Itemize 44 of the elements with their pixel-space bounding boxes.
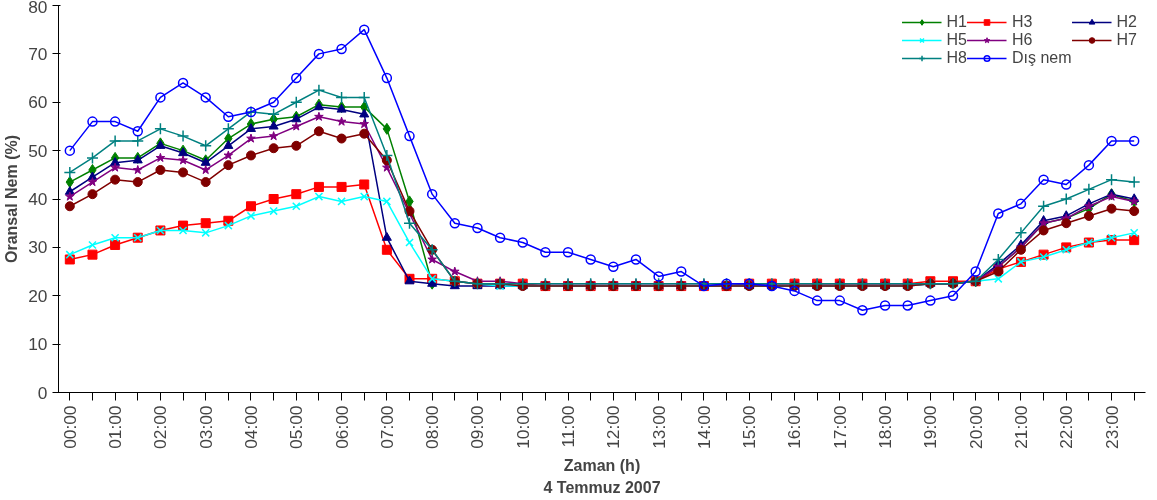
- x-tick-label: 21:00: [1010, 405, 1031, 449]
- y-tick-label: 50: [28, 140, 48, 161]
- x-tick-label: 12:00: [603, 405, 624, 449]
- x-tick-label: 16:00: [784, 405, 805, 449]
- x-tick-label: 14:00: [693, 405, 714, 449]
- x-axis-title: Zaman (h): [563, 456, 641, 474]
- x-tick-label: 20:00: [965, 405, 986, 449]
- x-tick-label: 02:00: [150, 405, 171, 449]
- x-tick-label: 00:00: [59, 405, 80, 449]
- x-tick-label: 01:00: [105, 405, 126, 449]
- x-tick-label: 04:00: [240, 405, 261, 449]
- x-tick-label: 06:00: [331, 405, 352, 449]
- x-tick-label: 13:00: [648, 405, 669, 449]
- x-tick-label: 19:00: [920, 405, 941, 449]
- x-tick-label: 09:00: [467, 405, 488, 449]
- legend-label: Dış nem: [1011, 49, 1072, 67]
- x-tick-label: 03:00: [195, 405, 216, 449]
- x-tick-label: 05:00: [286, 405, 307, 449]
- y-tick-label: 30: [28, 237, 48, 258]
- text: 4 Temmuz 2007: [543, 478, 661, 496]
- y-tick-label: 20: [28, 285, 48, 306]
- x-tick-label: 17:00: [829, 405, 850, 449]
- y-tick-label: 40: [28, 189, 48, 209]
- legend-label: H3: [1011, 13, 1033, 31]
- y-tick-label: 10: [28, 334, 48, 355]
- x-tick-label: 10:00: [512, 405, 533, 449]
- y-tick-label: 70: [28, 43, 48, 64]
- x-tick-label: 15:00: [739, 405, 760, 449]
- legend-label: H2: [1116, 13, 1137, 31]
- y-tick-label: 0: [37, 382, 48, 403]
- y-axis-title: Oransal Nem (%): [3, 134, 21, 264]
- legend-label: H8: [946, 49, 967, 67]
- x-tick-label: 07:00: [376, 405, 397, 449]
- legend-label: H6: [1011, 31, 1033, 49]
- x-tick-label: 18:00: [875, 405, 896, 449]
- x-tick-label: 23:00: [1101, 405, 1122, 449]
- x-tick-label: 22:00: [1056, 405, 1077, 449]
- legend-label: H5: [946, 31, 967, 49]
- legend-label: H1: [946, 13, 967, 31]
- x-tick-label: 08:00: [422, 405, 443, 449]
- y-tick-label: 80: [28, 0, 48, 17]
- x-tick-label: 11:00: [558, 405, 579, 448]
- y-tick-label: 60: [28, 92, 48, 113]
- legend-label: H7: [1116, 31, 1137, 49]
